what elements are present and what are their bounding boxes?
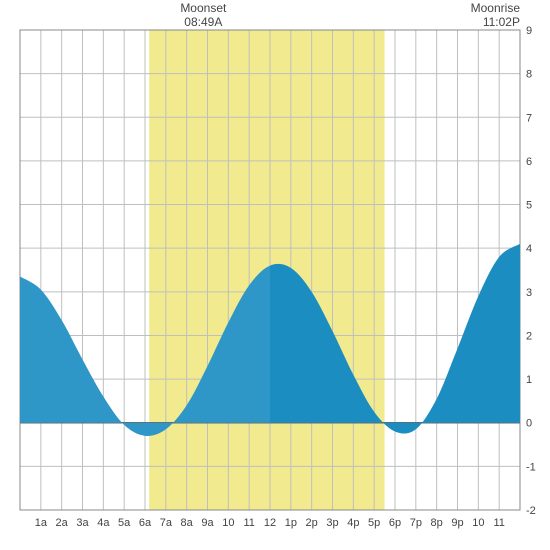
y-tick-label: 9: [526, 25, 532, 37]
y-tick-label: -1: [526, 461, 536, 473]
x-tick-label: 5p: [368, 517, 380, 529]
y-tick-label: 3: [526, 287, 532, 299]
y-tick-label: 2: [526, 330, 532, 342]
y-tick-label: 7: [526, 112, 532, 124]
x-tick-label: 10: [222, 517, 234, 529]
x-tick-label: 1a: [35, 517, 48, 529]
x-tick-label: 3p: [326, 517, 338, 529]
y-tick-label: 8: [526, 69, 532, 81]
x-tick-label: 2a: [56, 517, 69, 529]
x-tick-label: 11: [493, 517, 504, 529]
x-tick-label: 11: [243, 517, 254, 529]
moonset-time: 08:49A: [184, 15, 222, 29]
x-tick-label: 7a: [160, 517, 173, 529]
x-tick-label: 9p: [451, 517, 463, 529]
y-tick-label: -2: [526, 505, 536, 517]
tide-chart: -2-101234567891a2a3a4a5a6a7a8a9a1011121p…: [0, 0, 550, 550]
x-tick-label: 10: [472, 517, 484, 529]
y-tick-label: 5: [526, 200, 532, 212]
x-tick-label: 6p: [389, 517, 401, 529]
x-tick-label: 8p: [431, 517, 443, 529]
x-tick-label: 1p: [285, 517, 297, 529]
y-tick-label: 4: [526, 243, 532, 255]
x-tick-label: 3a: [76, 517, 89, 529]
moonrise-time: 11:02P: [483, 15, 520, 29]
x-tick-label: 8a: [181, 517, 194, 529]
x-tick-label: 7p: [410, 517, 422, 529]
y-tick-label: 6: [526, 156, 532, 168]
x-tick-label: 4p: [347, 517, 359, 529]
moonrise-label: Moonrise: [471, 1, 521, 15]
y-tick-label: 1: [526, 374, 532, 386]
x-tick-label: 5a: [118, 517, 131, 529]
x-tick-label: 12: [264, 517, 276, 529]
x-tick-label: 4a: [97, 517, 110, 529]
moonset-label: Moonset: [180, 1, 227, 15]
x-tick-label: 6a: [139, 517, 152, 529]
x-tick-label: 2p: [306, 517, 318, 529]
x-tick-label: 9a: [201, 517, 214, 529]
y-tick-label: 0: [526, 418, 532, 430]
